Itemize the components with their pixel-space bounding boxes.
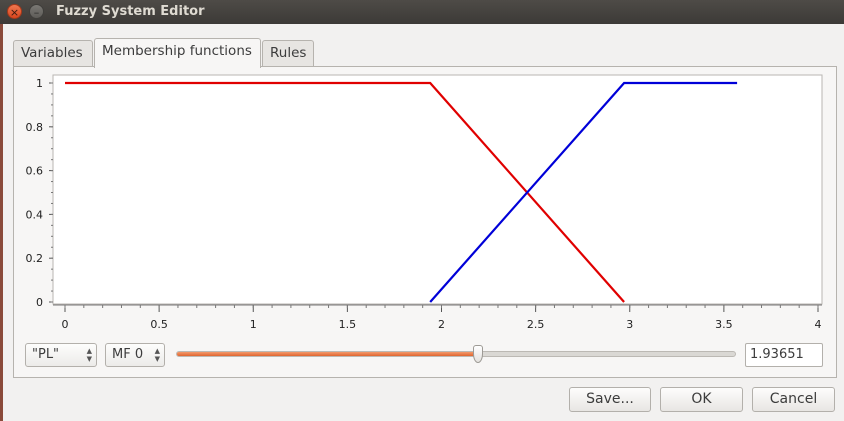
mf-select-value: MF 0 (112, 347, 144, 362)
tab-variables[interactable]: Variables (13, 40, 93, 66)
y-tick-label: 0.8 (26, 121, 44, 134)
variable-select[interactable]: "PL" ▲ ▼ (25, 343, 97, 367)
x-tick-label: 4 (815, 318, 822, 331)
slider-fill (177, 352, 478, 356)
series-line-1 (429, 81, 738, 303)
cancel-button[interactable]: Cancel (752, 387, 835, 412)
tab-membership-functions[interactable]: Membership functions (94, 38, 261, 68)
x-tick-label: 2.5 (527, 318, 545, 331)
y-tick-label: 0.6 (26, 165, 44, 178)
mf-select[interactable]: MF 0 ▲ ▼ (105, 343, 165, 367)
title-bar: × – Fuzzy System Editor (0, 0, 844, 24)
window-edge (0, 24, 3, 421)
x-tick-label: 1.5 (339, 318, 357, 331)
mf-slider[interactable] (176, 345, 736, 363)
membership-panel: 0 0.2 0.4 0.6 0.8 1 0 0.5 1 1.5 2 2.5 3 3.5 4 (13, 66, 837, 378)
spin-arrows-icon: ▲ ▼ (86, 347, 92, 363)
y-tick-label: 0.4 (26, 208, 44, 221)
plot-area (52, 74, 823, 305)
spin-arrows-icon: ▲ ▼ (154, 347, 160, 363)
series-line-0 (65, 81, 625, 303)
slider-handle[interactable] (473, 345, 483, 363)
value-input[interactable]: 1.93651 (745, 343, 823, 367)
x-tick-label: 0 (62, 318, 69, 331)
close-icon[interactable]: × (7, 4, 22, 19)
save-button[interactable]: Save... (569, 387, 651, 412)
tab-rules[interactable]: Rules (262, 40, 314, 66)
y-tick-label: 1 (36, 77, 43, 90)
ok-button[interactable]: OK (660, 387, 743, 412)
y-tick-label: 0.2 (26, 252, 44, 265)
variable-select-value: "PL" (32, 347, 60, 362)
window-title: Fuzzy System Editor (56, 4, 205, 19)
x-tick-label: 2 (438, 318, 445, 331)
x-tick-label: 3 (626, 318, 633, 331)
x-tick-label: 1 (250, 318, 257, 331)
y-tick-label: 0 (36, 296, 43, 309)
x-tick-label: 3.5 (715, 318, 733, 331)
minimize-icon[interactable]: – (29, 4, 44, 19)
x-tick-label: 0.5 (150, 318, 168, 331)
membership-chart: 0 0.2 0.4 0.6 0.8 1 0 0.5 1 1.5 2 2.5 3 3.5 4 (26, 74, 823, 331)
